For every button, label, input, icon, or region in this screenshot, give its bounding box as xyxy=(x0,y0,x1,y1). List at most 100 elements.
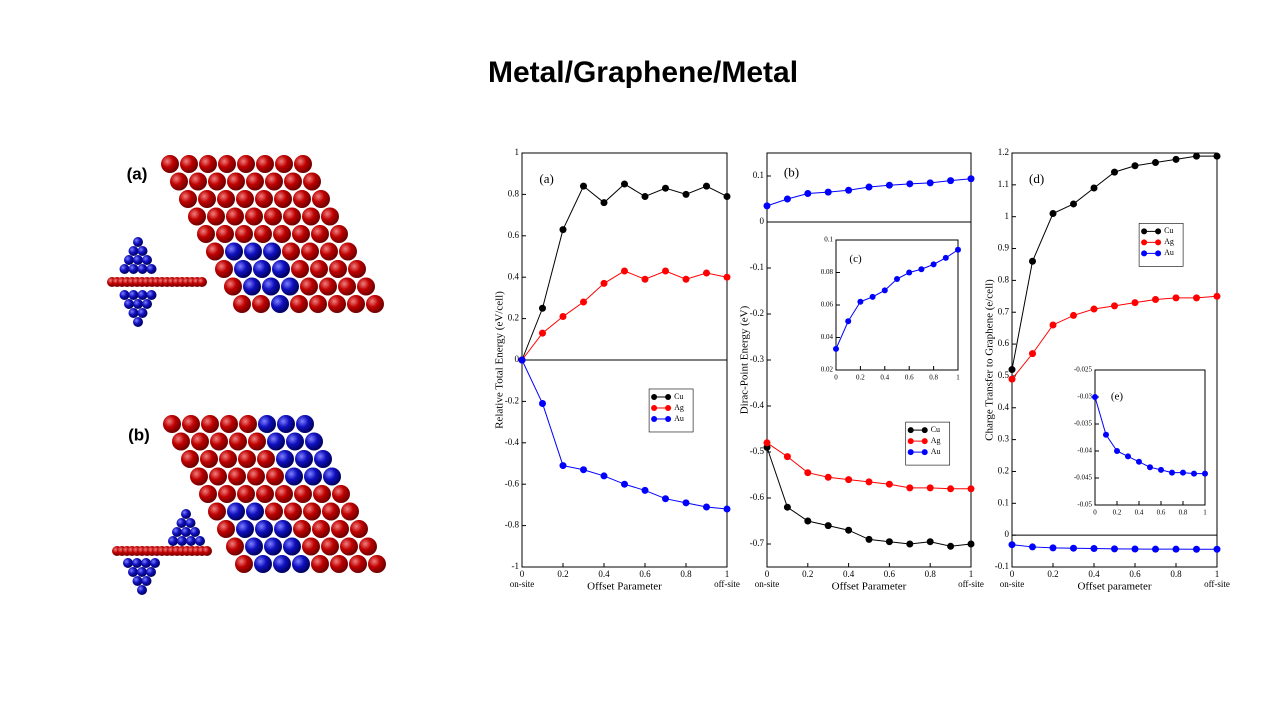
y-tick-label: 1 xyxy=(515,147,520,157)
atom xyxy=(341,502,359,521)
atom xyxy=(301,242,319,261)
atom xyxy=(248,432,266,451)
atom xyxy=(124,255,134,265)
data-point xyxy=(955,246,961,253)
x-tick-label: 0.6 xyxy=(1157,509,1166,517)
y-tick-label: 1 xyxy=(1005,211,1010,221)
panel-label: (d) xyxy=(1029,171,1044,186)
y-tick-label: 0.2 xyxy=(508,313,519,323)
data-point xyxy=(783,195,791,203)
legend-marker xyxy=(665,415,672,422)
data-point xyxy=(1152,545,1159,553)
legend-marker xyxy=(665,404,672,411)
y-tick-label: -0.05 xyxy=(1077,501,1092,509)
legend-marker xyxy=(1155,228,1162,235)
x-end-label: off-site xyxy=(958,579,984,589)
y-tick-label: -0.1 xyxy=(995,561,1009,571)
data-point xyxy=(1049,544,1057,552)
data-point xyxy=(1169,469,1175,476)
slide-title: Metal/Graphene/Metal xyxy=(488,56,798,89)
atom xyxy=(286,432,304,451)
atom xyxy=(237,485,255,503)
atom xyxy=(163,415,181,433)
atom xyxy=(180,155,198,173)
data-point xyxy=(926,179,934,187)
data-point xyxy=(1152,159,1159,167)
x-end-label: off-site xyxy=(714,579,740,589)
atom xyxy=(234,260,252,278)
data-point xyxy=(723,505,731,513)
atom xyxy=(295,450,313,468)
atom xyxy=(265,502,283,521)
atom xyxy=(284,502,302,521)
y-tick-label: 0.08 xyxy=(821,268,834,276)
atom xyxy=(239,415,257,433)
legend-label: Ag xyxy=(931,436,941,445)
atom xyxy=(228,467,246,486)
x-tick-label: 0.2 xyxy=(557,569,568,579)
panel-label: (b) xyxy=(784,165,799,180)
atom xyxy=(119,264,130,274)
atom xyxy=(339,242,357,261)
x-tick-label: 1 xyxy=(1215,569,1220,579)
atom xyxy=(322,502,340,521)
data-point xyxy=(1193,294,1200,302)
atom xyxy=(235,555,253,573)
data-point xyxy=(1191,470,1197,477)
atom xyxy=(190,527,200,537)
data-point xyxy=(518,356,526,364)
atom xyxy=(199,485,217,503)
atom xyxy=(305,432,323,451)
x-tick-label: 0 xyxy=(1010,569,1015,579)
x-tick-label: 0 xyxy=(834,374,838,382)
atom xyxy=(267,432,285,451)
x-tick-label: 0.2 xyxy=(1047,569,1058,579)
atom xyxy=(321,207,339,226)
legend-marker xyxy=(1155,250,1162,257)
atom xyxy=(198,190,216,208)
atom xyxy=(233,295,251,313)
legend-marker xyxy=(921,449,928,456)
data-point xyxy=(845,476,853,484)
y-tick-label: -0.025 xyxy=(1074,366,1093,374)
data-point xyxy=(926,484,934,492)
atom xyxy=(215,260,233,278)
data-point xyxy=(682,499,690,507)
legend-marker xyxy=(665,393,672,400)
structure-label: (b) xyxy=(128,425,150,444)
atom xyxy=(245,207,263,226)
atom xyxy=(277,415,295,433)
legend-marker xyxy=(907,438,914,445)
atom xyxy=(146,290,157,300)
y-tick-label: 0.6 xyxy=(508,230,520,240)
atom xyxy=(264,537,282,556)
legend-marker xyxy=(907,427,914,434)
x-tick-label: 0.4 xyxy=(598,569,610,579)
y-tick-label: -0.04 xyxy=(1077,447,1092,455)
atom xyxy=(137,290,148,300)
atom xyxy=(312,190,330,208)
atom xyxy=(226,207,244,226)
atom xyxy=(271,295,289,313)
atom xyxy=(292,555,310,573)
atom xyxy=(332,485,350,503)
atom xyxy=(330,555,348,573)
data-point xyxy=(926,538,934,546)
atom xyxy=(312,520,330,538)
atom xyxy=(302,207,320,226)
x-end-label: on-site xyxy=(1000,579,1025,589)
atom xyxy=(328,295,346,313)
y-tick-label: 0 xyxy=(515,354,520,364)
atom xyxy=(329,260,347,278)
atom xyxy=(254,225,272,243)
data-point xyxy=(1193,545,1200,553)
data-point xyxy=(580,298,587,306)
y-tick-label: -0.5 xyxy=(750,446,765,456)
atom xyxy=(304,467,322,486)
atom xyxy=(141,558,151,568)
y-tick-label: -0.1 xyxy=(750,262,764,272)
atom xyxy=(246,172,264,191)
data-point xyxy=(857,298,864,305)
atom xyxy=(275,155,293,173)
y-tick-label: 1.2 xyxy=(998,147,1009,157)
